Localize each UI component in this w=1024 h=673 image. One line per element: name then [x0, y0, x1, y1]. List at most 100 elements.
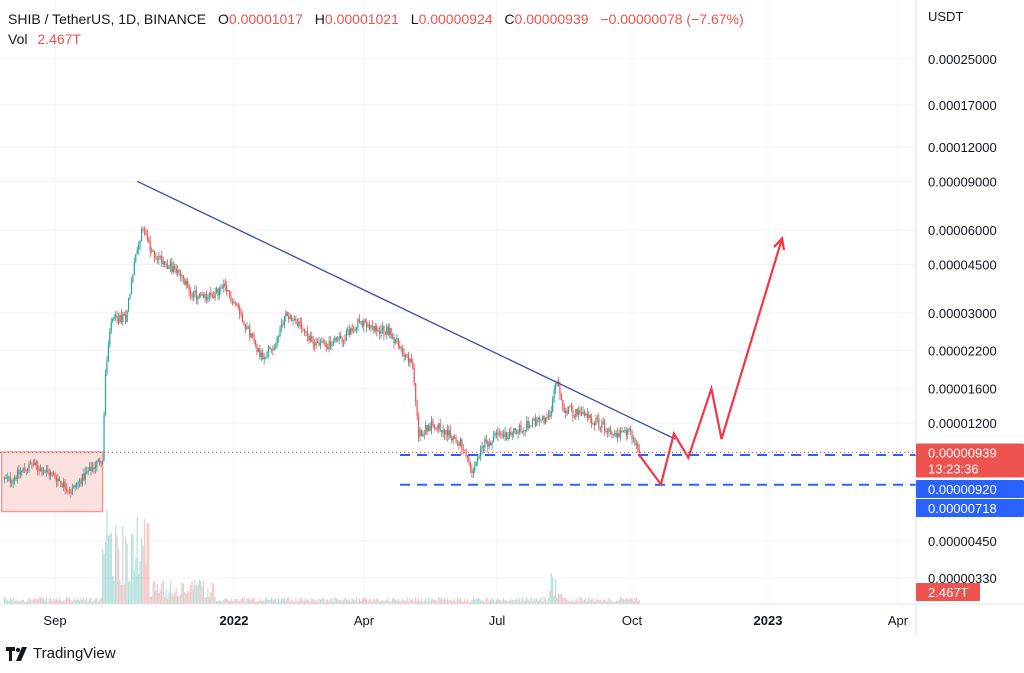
symbol-title[interactable]: SHIB / TetherUS, 1D, BINANCE [8, 11, 207, 27]
volume-bar [601, 601, 603, 604]
candle-body [296, 323, 298, 327]
candle-body [384, 334, 386, 336]
volume-bar [604, 598, 606, 604]
volume-bar [351, 597, 353, 604]
volume-bar [292, 600, 294, 604]
candle-body [19, 472, 21, 475]
candle-body [420, 429, 423, 437]
volume-bar [204, 597, 206, 604]
volume-bar [327, 599, 329, 604]
candle-body [239, 307, 241, 314]
volume-bar [536, 598, 538, 604]
volume-bar [625, 597, 627, 604]
volume-bar [611, 600, 613, 604]
volume-bar [5, 597, 7, 604]
volume-bar [348, 598, 350, 604]
candle-body [557, 381, 560, 387]
candle-body [269, 347, 271, 349]
price-tag [916, 480, 1024, 498]
volume-bar [475, 598, 477, 604]
candle-body [448, 430, 450, 436]
candle-body [96, 461, 98, 467]
candle-body [322, 341, 324, 342]
candle-body [298, 321, 300, 327]
candle-body [15, 477, 17, 479]
candle-body [159, 255, 161, 257]
volume-bar [244, 601, 247, 604]
volume-bar [378, 601, 381, 604]
volume-bar [572, 599, 574, 604]
candle-body [593, 423, 596, 426]
volume-bar [76, 599, 78, 604]
candle-body [503, 434, 505, 437]
volume-bar [197, 584, 199, 604]
candle-body [11, 482, 13, 484]
candle-body [93, 467, 95, 469]
candle-body [508, 431, 511, 437]
volume-bar [140, 537, 143, 604]
candle-body [373, 326, 375, 332]
candle-body [34, 462, 36, 466]
candle-body [599, 427, 601, 429]
candle-body [516, 430, 518, 434]
candle-body [542, 415, 544, 420]
candle-body [513, 428, 515, 434]
candle-body [164, 260, 166, 266]
volume-bar [416, 601, 418, 604]
volume-bar [329, 599, 332, 604]
candle-body [501, 434, 503, 436]
volume-bar [158, 592, 160, 604]
volume-bar [482, 601, 485, 604]
volume-bar [208, 596, 210, 604]
volume-bar [113, 580, 115, 604]
volume-bar [148, 523, 150, 604]
volume-bar [579, 597, 581, 604]
candle-body [182, 275, 184, 279]
volume-bar [360, 600, 362, 604]
candle-body [443, 429, 446, 435]
volume-bar [109, 535, 111, 604]
volume-bar [52, 598, 55, 604]
candle-body [412, 362, 414, 368]
candle-body [495, 433, 498, 435]
volume-bar [252, 598, 254, 604]
candle-body [211, 294, 213, 297]
volume-bar [253, 597, 255, 604]
low-label: L [410, 11, 419, 27]
candle-body [546, 417, 548, 419]
volume-bar [3, 597, 6, 604]
volume-bar [517, 600, 519, 604]
volume-bar [432, 599, 434, 604]
volume-bar [585, 597, 587, 604]
tradingview-logo[interactable]: TradingView [6, 645, 116, 662]
candle-body [422, 434, 424, 437]
volume-bar [622, 599, 624, 604]
volume-bar [28, 597, 30, 604]
candle-body [416, 401, 418, 416]
volume-bar [324, 601, 326, 604]
candle-body [560, 394, 562, 401]
candle-body [234, 302, 236, 304]
candle-body [8, 476, 10, 478]
volume-bar [367, 601, 369, 604]
candle-body [588, 415, 590, 419]
candle-body [583, 411, 586, 416]
volume-bar [214, 597, 216, 604]
volume-bar [22, 599, 24, 604]
volume-bar [386, 600, 388, 604]
volume-bar [107, 535, 109, 604]
volume-bar [445, 600, 447, 604]
volume-bar [112, 576, 114, 604]
volume-bar [262, 600, 264, 604]
candle-body [471, 468, 473, 473]
candle-body [64, 481, 66, 489]
candle-body [567, 407, 570, 414]
candle-body [527, 421, 529, 429]
volume-bar [608, 597, 610, 604]
candle-body [130, 282, 133, 294]
candle-body [347, 329, 349, 332]
volume-bar [559, 594, 561, 604]
candle-body [91, 467, 94, 472]
volume-bar [487, 598, 489, 604]
